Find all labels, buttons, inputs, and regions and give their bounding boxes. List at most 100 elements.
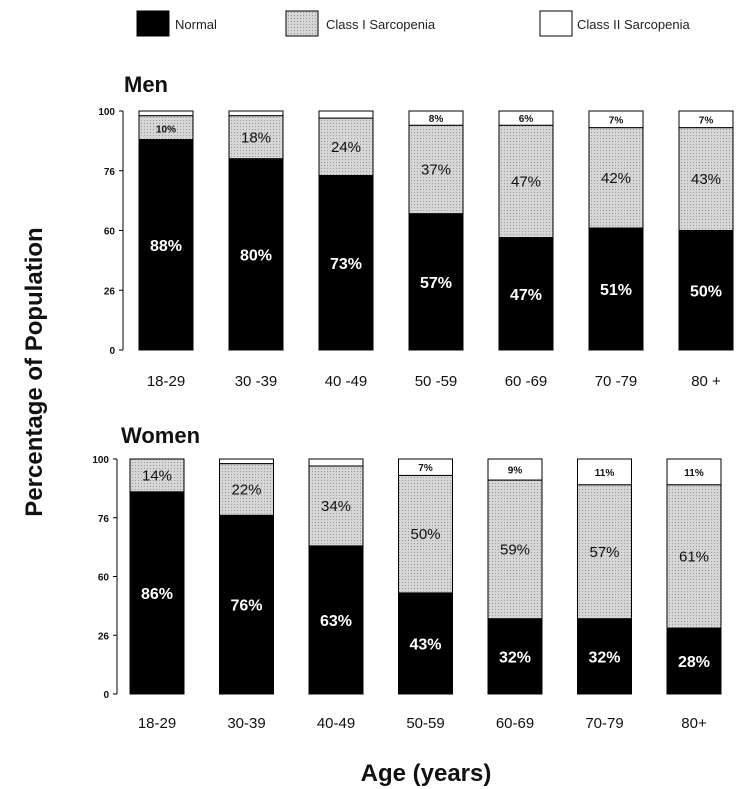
bar-class-ii (666, 458, 722, 486)
data-label-normal: 51% (600, 282, 632, 299)
data-label-normal: 43% (409, 636, 441, 653)
bar-normal (219, 514, 274, 695)
data-label-class-i: 34% (321, 498, 351, 515)
y-axis-title: Percentage of Population (21, 227, 48, 516)
data-label-normal: 47% (510, 287, 542, 304)
bar-class-ii (219, 458, 274, 465)
legend: Normal Class I Sarcopenia Class II Sarco… (136, 10, 690, 37)
data-label-normal: 50% (690, 283, 722, 300)
data-label-class-ii: 11% (595, 468, 615, 479)
data-label-normal: 73% (330, 256, 362, 273)
data-label-class-i: 22% (231, 482, 261, 499)
data-label-class-i: 14% (142, 467, 172, 484)
bar-normal (308, 545, 364, 695)
data-label-normal: 57% (420, 275, 452, 292)
x-tick-label: 18-29 (138, 715, 176, 732)
x-tick-label: 18-29 (147, 373, 185, 390)
x-tick-label: 70 -79 (595, 373, 638, 390)
bar-class-i (487, 479, 543, 620)
data-label-class-ii: 7% (609, 115, 624, 126)
data-label-class-ii: 9% (508, 466, 523, 477)
bar-class-ii (138, 110, 194, 117)
bar-class-i (678, 127, 734, 231)
bar-class-i (588, 127, 644, 229)
x-tick-label: 50 -59 (415, 373, 458, 390)
legend-swatch-class-i (285, 10, 319, 37)
x-tick-label: 40 -49 (325, 373, 368, 390)
bar-normal (398, 592, 453, 695)
y-tick-label: 100 (98, 107, 115, 118)
x-tick-label: 50-59 (406, 715, 444, 732)
data-label-class-i: 61% (679, 549, 709, 566)
bar-class-ii (228, 110, 284, 117)
x-axis-title: Age (years) (361, 760, 492, 787)
y-tick-label: 0 (103, 690, 109, 701)
bar-class-ii (308, 458, 364, 467)
data-label-normal: 63% (320, 613, 352, 630)
data-label-class-i: 43% (691, 171, 721, 188)
bar-normal (487, 618, 543, 695)
bar-class-i (219, 463, 274, 516)
data-label-class-i: 18% (241, 129, 271, 146)
data-label-normal: 32% (588, 649, 620, 666)
data-label-class-i: 24% (331, 139, 361, 156)
data-label-normal: 80% (240, 247, 272, 264)
bar-normal (228, 158, 284, 351)
bar-class-i (577, 484, 632, 620)
bar-normal (577, 618, 632, 695)
bar-normal (666, 627, 722, 695)
data-label-normal: 32% (499, 649, 531, 666)
data-label-class-i: 50% (410, 526, 440, 543)
x-tick-label: 30-39 (227, 715, 265, 732)
y-tick-label: 60 (104, 227, 116, 238)
bar-class-ii (577, 458, 632, 486)
y-tick-label: 26 (104, 286, 116, 297)
x-tick-label: 60 -69 (505, 373, 548, 390)
data-label-class-ii: 6% (519, 114, 534, 125)
x-tick-label: 80 + (691, 373, 721, 390)
data-label-normal: 28% (678, 654, 710, 671)
data-label-class-i: 42% (601, 170, 631, 187)
x-tick-label: 70-79 (585, 715, 623, 732)
bar-class-i (398, 474, 453, 594)
data-label-class-i: 10% (156, 125, 176, 136)
data-label-normal: 88% (150, 238, 182, 255)
y-tick-label: 60 (98, 573, 110, 584)
data-label-normal: 86% (141, 586, 173, 603)
bar-normal (318, 175, 374, 351)
bar-normal (408, 213, 464, 351)
data-label-class-i: 57% (589, 544, 619, 561)
bar-class-i (666, 484, 722, 629)
legend-swatch-normal (136, 10, 170, 37)
x-tick-label: 40-49 (317, 715, 355, 732)
x-tick-label: 30 -39 (235, 373, 278, 390)
bar-class-i (498, 124, 554, 239)
data-label-class-i: 37% (421, 162, 451, 179)
y-tick-label: 76 (98, 514, 110, 525)
data-label-normal: 76% (230, 598, 262, 615)
bar-normal (138, 139, 194, 351)
data-label-class-ii: 8% (429, 114, 444, 125)
bar-normal (129, 491, 185, 695)
legend-label-class-ii: Class II Sarcopenia (577, 17, 690, 32)
bar-class-ii (318, 110, 374, 119)
data-label-class-ii: 7% (699, 115, 714, 126)
y-tick-label: 100 (92, 455, 109, 466)
y-tick-label: 0 (109, 346, 115, 357)
panel-title-women: Women (121, 423, 200, 448)
data-label-class-i: 59% (500, 541, 530, 558)
bar-normal (588, 227, 644, 351)
bar-class-i (308, 465, 364, 547)
legend-label-normal: Normal (175, 17, 217, 32)
x-tick-label: 60-69 (496, 715, 534, 732)
data-label-class-ii: 7% (418, 463, 433, 474)
bar-normal (498, 237, 554, 351)
y-tick-label: 76 (104, 167, 116, 178)
data-label-class-ii: 11% (684, 468, 704, 479)
x-tick-label: 80+ (681, 715, 707, 732)
legend-label-class-i: Class I Sarcopenia (326, 17, 436, 32)
panel-title-men: Men (124, 72, 168, 97)
legend-swatch-class-ii (539, 10, 573, 37)
bar-normal (678, 230, 734, 351)
